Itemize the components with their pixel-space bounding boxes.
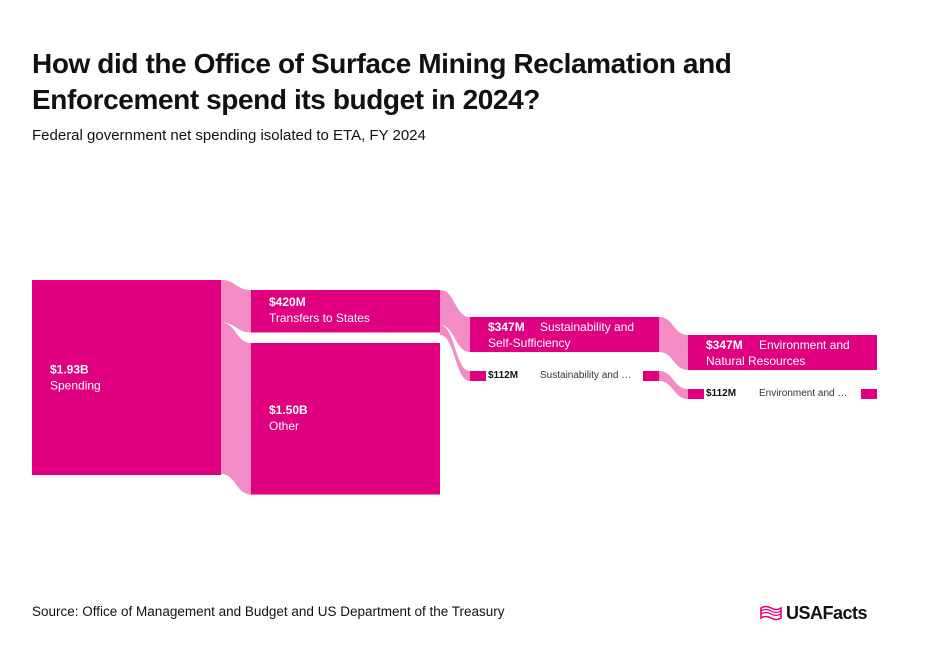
node-name-spending: Spending [50,379,101,393]
source-note: Source: Office of Management and Budget … [32,604,505,619]
sankey-link-sustain2-env2[interactable] [659,371,688,399]
sankey-link-transfers-sustain2[interactable] [440,325,470,381]
node-value-env: $347M [706,338,743,352]
sankey-node-env2[interactable] [688,389,704,399]
node-value-sustain: $347M [488,320,525,334]
sankey-node-sustain2[interactable] [470,371,486,381]
node-value-transfers: $420M [269,295,306,309]
chart-subtitle: Federal government net spending isolated… [32,127,426,144]
sankey-links [221,280,688,495]
sankey-node-transfers[interactable] [251,290,440,333]
sankey-link-spending-transfers[interactable] [221,280,251,333]
node-value-sustain2: $112M [488,370,518,381]
node-value-spending: $1.93B [50,363,89,377]
usafacts-logo[interactable]: USAFacts [760,602,868,624]
chart-title: How did the Office of Surface Mining Rec… [32,48,732,115]
logo-text: USAFacts [786,602,868,623]
node-name-transfers: Transfers to States [269,311,370,325]
sankey-link-transfers-sustain[interactable] [440,290,470,353]
sankey-nodes [32,280,877,495]
sankey-node-other[interactable] [251,343,440,495]
node-name-env: Environment and Natural Resources [706,338,850,368]
sankey-node-sustain[interactable] [470,317,659,353]
node-name-sustain2: Sustainability and … [540,370,631,381]
usa-flag-icon [760,605,782,621]
sankey-link-spending-other[interactable] [221,322,251,495]
sankey-labels: $1.93B Spending $420M Transfers to States $1… [50,295,850,433]
sankey-node-spending[interactable] [32,280,221,475]
node-name-other: Other [269,419,299,433]
node-name-sustain: Sustainability and Self-Sufficiency [488,320,634,350]
sankey-node-sustain2-end [643,371,659,381]
sankey-node-env[interactable] [688,335,877,371]
sankey-node-env2-end [861,389,877,399]
node-name-env2: Environment and … [759,388,847,399]
sankey-link-sustain-env[interactable] [659,317,688,371]
node-value-other: $1.50B [269,403,308,417]
node-value-env2: $112M [706,388,736,399]
